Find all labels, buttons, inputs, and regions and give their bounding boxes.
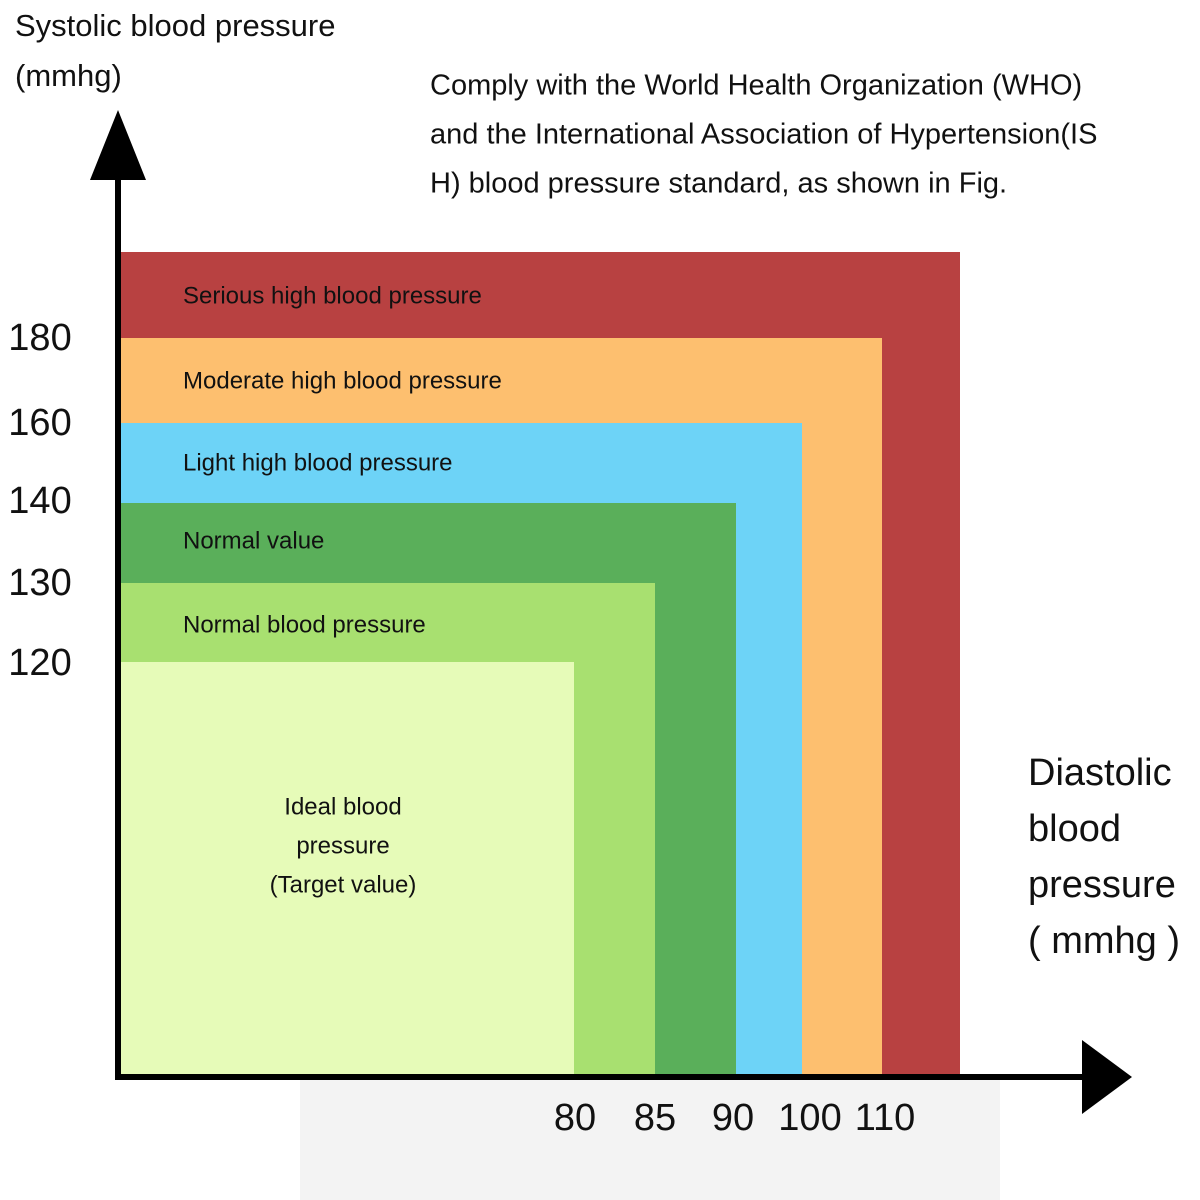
note: Comply with the World Health Organizatio… — [430, 70, 1082, 102]
x-tick-label: 110 — [855, 1097, 916, 1139]
y-tick-label: 130 — [8, 562, 71, 604]
zone-label: Normal blood pressure — [183, 611, 426, 638]
y-tick-label: 160 — [8, 402, 71, 444]
y-axis-title: (mmhg) — [15, 58, 122, 93]
x-tick-label: 100 — [778, 1097, 841, 1139]
zone-label: Light high blood pressure — [183, 449, 453, 476]
zone-label: Normal value — [183, 527, 324, 554]
zone-label: pressure — [296, 832, 389, 859]
note: and the International Association of Hyp… — [430, 119, 1097, 151]
zone-label: Moderate high blood pressure — [183, 367, 502, 394]
zone-label: Serious high blood pressure — [183, 282, 482, 309]
x-axis-title: Diastolic — [1028, 752, 1172, 794]
device-backdrop — [300, 1080, 1000, 1200]
x-tick-label: 85 — [634, 1097, 676, 1139]
y-tick-label: 120 — [8, 642, 71, 684]
x-axis-arrow — [1082, 1040, 1132, 1114]
y-axis-title: Systolic blood pressure — [15, 8, 336, 43]
x-axis-title: pressure — [1028, 864, 1176, 906]
y-axis-arrow — [90, 110, 146, 180]
note: H) blood pressure standard, as shown in … — [430, 168, 1007, 200]
y-tick-label: 140 — [8, 480, 71, 522]
x-axis-title: blood — [1028, 808, 1121, 850]
x-tick-label: 90 — [712, 1097, 754, 1139]
x-tick-label: 80 — [554, 1097, 596, 1139]
x-axis-title: ( mmhg ) — [1028, 920, 1180, 962]
zone — [118, 662, 574, 1074]
zone-label: Ideal blood — [284, 793, 401, 820]
zone-label: (Target value) — [270, 871, 417, 898]
y-tick-label: 180 — [8, 317, 71, 359]
